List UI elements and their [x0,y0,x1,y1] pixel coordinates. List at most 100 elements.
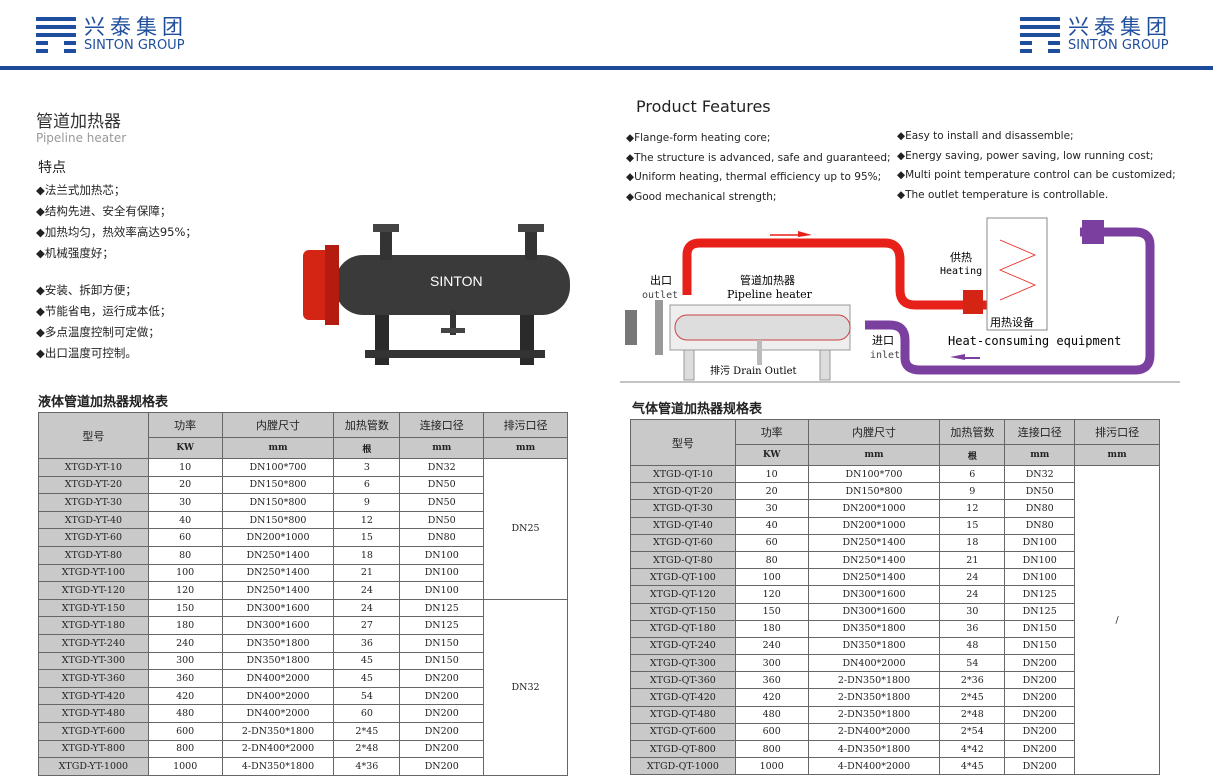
table-cell: 2-DN400*2000 [807,722,941,742]
header-cell: 加热管数 [333,412,401,438]
feature-item: ◆法兰式加热芯； [36,183,126,197]
heating-label-cn: 供热 [950,250,972,264]
table-cell: 18 [333,545,401,565]
table-cell: 480 [147,704,223,723]
features-list-b: ◆安装、拆卸方便； ◆节能省电，运行成本低； ◆多点温度控制可定做； ◆出口温度… [36,280,171,364]
table-cell: 2*36 [939,671,1006,690]
table-cell: 1000 [147,757,223,776]
table-row: XTGD-QT-150 150 DN300*1600 30 DN125 [630,602,1160,621]
table-cell: DN200 [1004,722,1076,742]
inlet-label-en: inlet [870,350,900,361]
table-cell: DN125 [1004,602,1076,621]
feature-item: ◆加热均匀，热效率高达95%； [36,225,197,239]
feature-item: ◆Energy saving, power saving, low runnin… [897,149,1154,162]
table-cell: DN200 [1004,688,1076,707]
table-row: XTGD-QT-800 800 4-DN350*1800 4*42 DN200 [630,739,1160,759]
table-row: XTGD-QT-40 40 DN200*1000 15 DN80 [630,516,1160,535]
table-cell: XTGD-YT-800 [38,739,149,759]
table-cell: 60 [333,704,401,723]
unit-cell: mm [483,437,568,459]
table-cell: 420 [147,686,223,706]
table-cell: DN350*1800 [807,619,941,638]
unit-cell: 根 [939,444,1006,466]
table-cell: DN300*1600 [807,602,941,621]
table-cell: 12 [333,510,401,530]
gas-table-title: 气体管道加热器规格表 [632,402,763,417]
table-cell: 4-DN350*1800 [807,739,941,759]
feature-item: ◆Multi point temperature control can be … [897,169,1176,181]
table-cell: 120 [147,581,223,600]
table-cell: 9 [333,493,401,512]
table-cell: XTGD-YT-80 [38,545,149,565]
table-cell: DN50 [399,493,485,512]
table-row: XTGD-QT-240 240 DN350*1800 48 DN150 [630,636,1160,656]
table-cell: 6 [333,475,401,495]
table-cell: XTGD-QT-1000 [630,757,736,776]
table-cell: XTGD-QT-800 [630,739,736,759]
table-row: XTGD-YT-60 60 DN200*1000 15 DN80 [38,528,568,547]
table-cell: 36 [939,619,1006,638]
table-cell: 360 [147,669,223,688]
table-cell: 24 [333,598,401,618]
table-cell: XTGD-QT-120 [630,585,736,604]
table-cell: 4*42 [939,739,1006,759]
table-cell: 2-DN400*2000 [221,739,335,759]
table-cell: XTGD-YT-40 [38,510,149,530]
table-cell: DN50 [399,475,485,495]
header-cell: 连接口径 [1004,419,1076,445]
feature-item: ◆Uniform heating, thermal efficiency up … [626,171,882,183]
table-cell: DN150 [399,651,485,671]
table-cell: 24 [939,568,1006,587]
table-cell: 45 [333,669,401,688]
table-row: XTGD-QT-120 120 DN300*1600 24 DN125 [630,585,1160,604]
header-cell: 型号 [630,419,736,466]
table-cell: 9 [939,482,1006,501]
table-cell: 240 [734,636,809,656]
flow-arrow-icon [798,231,812,237]
outlet-label-cn: 出口 [650,273,672,287]
brand-name-cn: 兴泰集团 [1068,15,1172,39]
table-row: XTGD-QT-180 180 DN350*1800 36 DN150 [630,619,1160,638]
table-row: XTGD-YT-10 10 DN100*700 3 DN32 DN25 [38,458,568,600]
table-cell: DN100 [399,563,485,583]
unit-cell: mm [807,444,941,466]
table-cell: XTGD-QT-60 [630,533,736,552]
table-cell: XTGD-QT-420 [630,688,736,707]
table-row: XTGD-QT-600 600 2-DN400*2000 2*54 DN200 [630,722,1160,742]
table-cell: 800 [147,739,223,759]
table-cell: 100 [147,563,223,583]
table-cell: DN100*700 [221,458,335,477]
table-cell: XTGD-YT-120 [38,581,149,600]
table-cell: 2*54 [939,722,1006,742]
table-cell: DN100 [1004,533,1076,552]
table-cell: 10 [147,458,223,477]
unit-cell: mm [221,437,335,459]
table-cell: XTGD-YT-10 [38,458,149,477]
header-cell: 内膛尺寸 [221,412,335,438]
heater-label-cn: 管道加热器 [740,273,795,287]
table-cell: DN125 [399,616,485,635]
table-cell: DN150*800 [221,510,335,530]
table-cell: 21 [333,563,401,583]
drain-label: 排污 Drain Outlet [710,364,797,377]
outlet-label-en: outlet [642,290,678,301]
table-cell: XTGD-YT-240 [38,633,149,653]
table-cell: 2-DN350*1800 [221,721,335,741]
table-cell: DN200 [1004,671,1076,690]
product-subtitle: Pipeline heater [36,131,127,145]
table-cell: DN150*800 [221,475,335,495]
table-cell: DN80 [1004,516,1076,535]
table-cell: XTGD-YT-180 [38,616,149,635]
header-cell: 排污口径 [483,412,568,438]
table-cell: 20 [734,482,809,501]
table-cell: 2-DN350*1800 [807,705,941,724]
feature-item: ◆Easy to install and disassemble; [897,130,1074,142]
table-cell: XTGD-QT-240 [630,636,736,656]
table-cell: XTGD-QT-150 [630,602,736,621]
table-cell: DN350*1800 [221,633,335,653]
table-cell: XTGD-QT-10 [630,464,736,484]
table-cell: 150 [147,598,223,618]
unit-cell: 根 [333,437,401,459]
table-row: XTGD-YT-150 150 DN300*1600 24 DN125 DN32 [38,598,568,776]
table-row: XTGD-QT-1000 1000 4-DN400*2000 4*45 DN200 [630,757,1160,776]
